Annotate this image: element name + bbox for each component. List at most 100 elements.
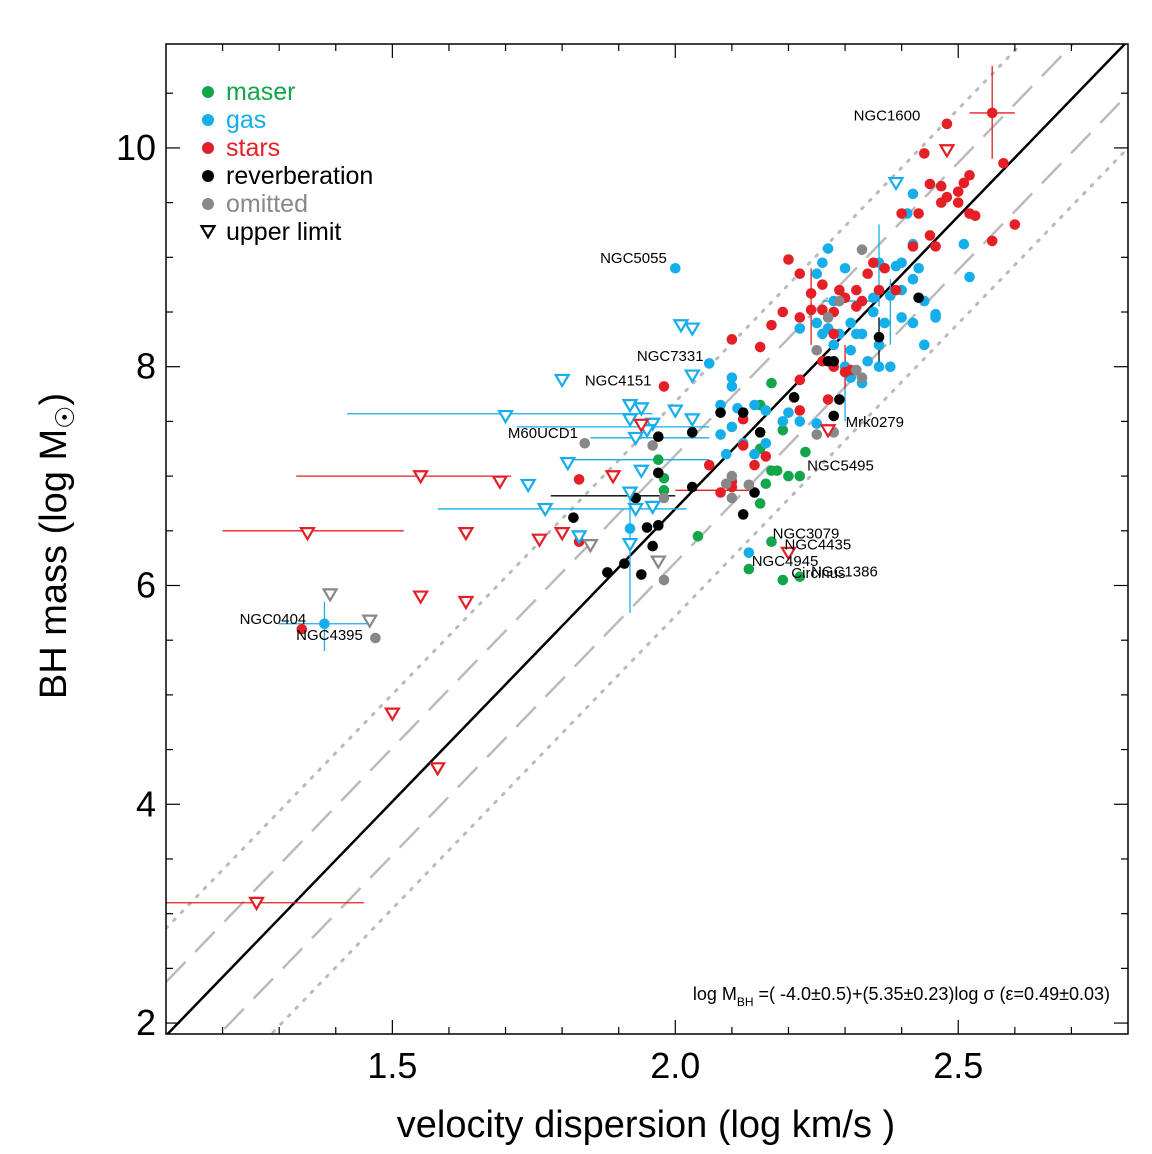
point-reverberation <box>749 487 760 498</box>
point-omitted <box>726 470 738 482</box>
point-maser <box>794 571 806 583</box>
upper-limit-stars <box>553 527 571 542</box>
point-omitted <box>658 574 670 586</box>
point-stars <box>805 288 817 299</box>
legend-marker-reverberation <box>202 170 214 182</box>
fit-plus-2sigma-line <box>166 44 1024 930</box>
point-gas <box>703 358 715 369</box>
point-gas <box>760 437 772 449</box>
upper-limit-gas <box>621 537 639 553</box>
upper-limit-stars <box>457 595 475 611</box>
galaxy-label: Mrk0279 <box>846 414 904 431</box>
point-gas <box>811 317 823 329</box>
point-reverberation <box>686 481 698 493</box>
point-maser <box>743 563 755 575</box>
point-stars <box>851 301 862 312</box>
point-reverberation <box>913 292 924 304</box>
upper-limit-stars <box>780 546 797 562</box>
point-stars <box>737 440 749 451</box>
point-omitted <box>720 478 732 490</box>
point-stars <box>805 304 817 316</box>
point-stars <box>862 268 873 280</box>
point-stars <box>573 474 585 485</box>
point-gas <box>964 271 975 283</box>
point-omitted <box>647 440 658 451</box>
upper-limit-gas <box>627 502 645 518</box>
x-axis-title: velocity dispersion (log km/s ) <box>397 1104 895 1146</box>
point-stars <box>952 186 964 197</box>
point-stars <box>749 459 760 471</box>
point-gas <box>879 317 890 329</box>
y-axis-title: BH mass (log M☉) <box>33 393 80 699</box>
point-gas <box>760 405 772 416</box>
point-stars <box>924 178 936 190</box>
upper-limit-gas <box>559 456 577 472</box>
point-stars <box>896 208 907 219</box>
galaxy-label: NGC5495 <box>807 458 874 475</box>
x-tick-label: 2.0 <box>650 1045 700 1086</box>
point-maser <box>760 478 772 490</box>
upper-limit-gas <box>621 486 639 501</box>
point-stars <box>828 328 840 340</box>
point-maser <box>777 424 789 436</box>
galaxy-label: NGC4435 <box>785 536 852 553</box>
point-stars <box>1009 219 1021 230</box>
point-reverberation <box>647 540 658 552</box>
upper-limit-gas <box>632 402 650 417</box>
point-maser <box>794 470 806 482</box>
upper-limit-gas <box>570 530 588 545</box>
legend-marker-stars <box>202 142 214 154</box>
point-reverberation <box>636 569 647 580</box>
data-points <box>248 107 1021 912</box>
upper-limit-gas <box>672 319 690 334</box>
point-stars <box>930 241 941 252</box>
fit-line <box>166 44 1127 1034</box>
fit-minus-1sigma-line <box>217 93 1128 1034</box>
point-gas <box>958 238 970 250</box>
point-gas <box>873 339 885 351</box>
point-gas <box>918 339 930 351</box>
upper-limit-stars <box>412 590 430 605</box>
upper-limit-gas <box>683 322 701 337</box>
point-gas <box>811 268 823 280</box>
galaxy-label: M60UCD1 <box>508 425 578 442</box>
point-gas <box>930 312 941 323</box>
point-maser <box>783 470 794 482</box>
galaxy-label: NGC1600 <box>854 108 921 125</box>
point-omitted <box>370 632 381 644</box>
point-stars <box>998 157 1009 169</box>
point-maser <box>771 465 783 476</box>
upper-limit-gas <box>621 413 639 428</box>
point-gas <box>777 416 789 427</box>
y-tick-label: 4 <box>136 783 156 824</box>
x-tick-label: 2.5 <box>933 1045 983 1086</box>
point-gas <box>828 339 840 351</box>
point-stars <box>913 208 924 219</box>
point-gas <box>896 257 907 269</box>
point-gas <box>839 262 851 274</box>
legend-label-maser: maser <box>226 78 295 106</box>
point-maser <box>766 377 777 389</box>
upper-limit-stars <box>412 470 430 485</box>
plot-frame <box>165 43 1129 1035</box>
point-gas <box>896 312 907 323</box>
point-reverberation <box>828 410 840 422</box>
point-gas <box>885 361 896 373</box>
point-gas <box>794 416 806 427</box>
point-gas <box>913 262 924 274</box>
point-reverberation <box>754 427 766 438</box>
point-omitted <box>856 372 868 383</box>
point-stars <box>986 107 998 119</box>
point-maser <box>658 485 670 496</box>
upper-limit-gas <box>683 413 701 428</box>
point-omitted <box>851 364 862 376</box>
point-gas <box>749 448 760 460</box>
point-stars <box>964 169 975 181</box>
point-reverberation <box>653 467 664 479</box>
point-stars <box>817 279 828 290</box>
point-stars <box>907 241 919 252</box>
point-reverberation <box>568 512 579 523</box>
point-gas <box>817 257 828 269</box>
point-reverberation <box>873 331 885 343</box>
upper-limit-stars <box>383 707 401 722</box>
